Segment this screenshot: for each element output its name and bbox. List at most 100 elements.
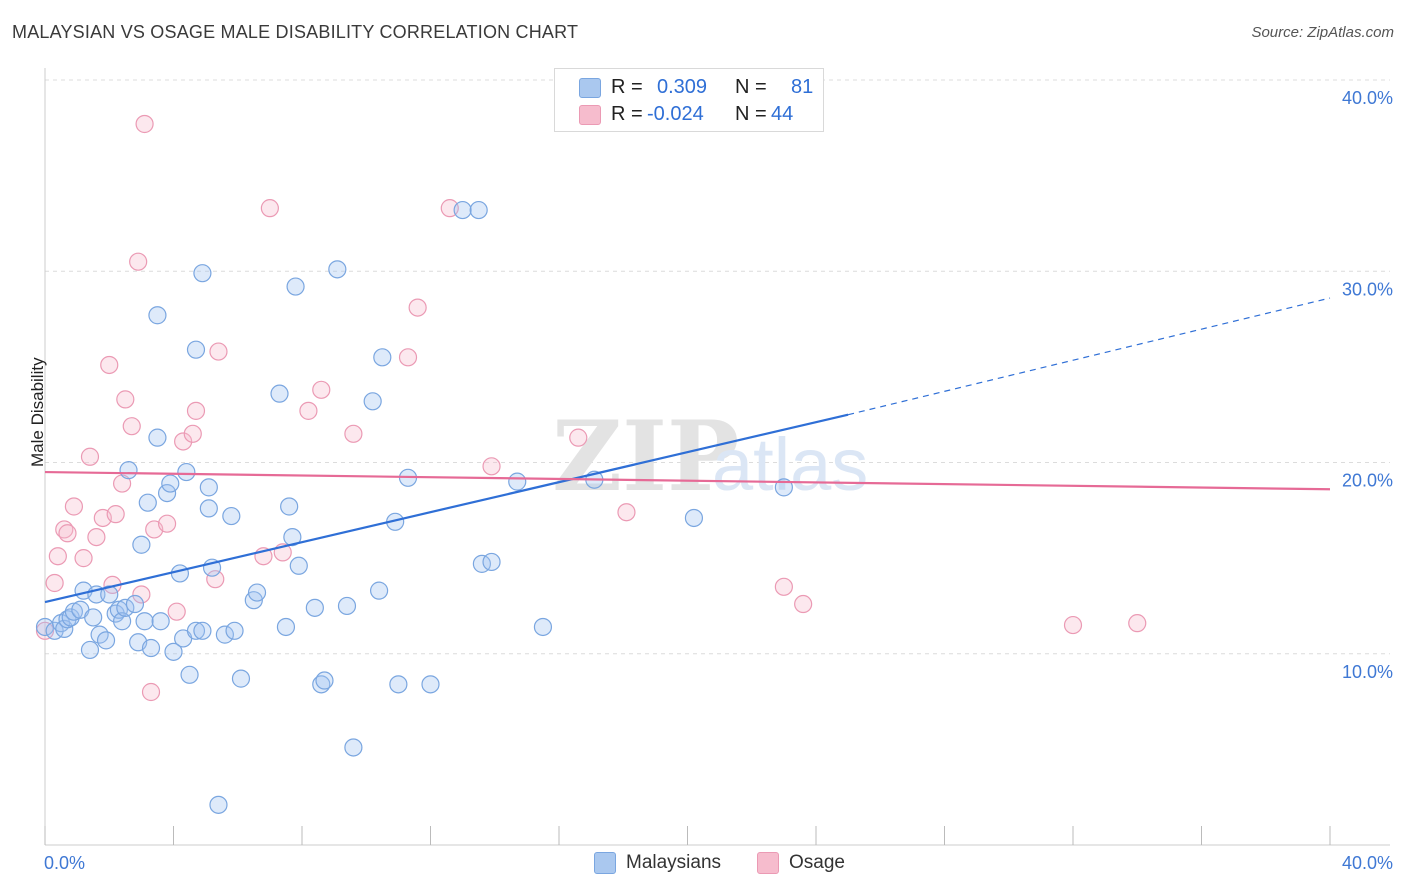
malaysian-point	[84, 608, 103, 627]
malaysian-point	[186, 340, 206, 359]
malaysian-point	[161, 474, 180, 493]
watermark: ZIP atlas	[552, 400, 868, 513]
osage-swatch	[579, 105, 601, 125]
malaysian-point	[64, 602, 84, 621]
osage-points	[35, 114, 1147, 702]
source-credit: Source: ZipAtlas.com	[1251, 24, 1394, 41]
r-value: 0.309	[657, 75, 708, 98]
malaysian-point	[199, 478, 218, 497]
osage-point	[122, 417, 141, 436]
osage-point	[186, 401, 206, 420]
n-label: N =	[735, 75, 767, 98]
watermark-zip: ZIP	[552, 400, 739, 513]
malaysian-point	[363, 392, 382, 411]
malaysian-trend-line	[44, 413, 849, 604]
malaysian-points	[35, 200, 793, 814]
y-tick-label: 20.0%	[1342, 471, 1393, 491]
malaysian-point	[482, 552, 501, 572]
malaysian-point	[215, 625, 234, 644]
osage-point	[87, 527, 106, 547]
osage-point	[408, 298, 427, 317]
malaysian-point	[247, 583, 267, 602]
osage-point	[74, 549, 93, 568]
malaysian-point	[305, 598, 324, 617]
r-label: R =	[611, 75, 643, 98]
osage-point	[482, 457, 501, 476]
osage-point	[116, 390, 135, 409]
malaysian-point	[148, 306, 167, 325]
malaysian-point	[199, 499, 218, 518]
osage-point	[299, 401, 318, 420]
legend-item-malaysians[interactable]: Malaysians	[594, 852, 721, 874]
malaysian-point	[328, 260, 347, 279]
osage-point	[774, 577, 793, 596]
malaysian-point	[61, 608, 80, 627]
osage-point	[132, 585, 151, 604]
malaysian-point	[508, 472, 527, 491]
trend-lines	[44, 297, 1331, 604]
osage-point	[167, 602, 186, 621]
osage-point	[58, 524, 77, 543]
y-tick-label: 40.0%	[1342, 88, 1393, 108]
malaysian-point	[164, 642, 183, 661]
osage-point	[157, 514, 177, 533]
x-tick-label: 0.0%	[44, 853, 85, 873]
grid-lines	[45, 79, 1390, 655]
malaysian-point	[132, 535, 151, 554]
malaysian-point	[337, 596, 357, 616]
malaysian-point	[283, 527, 302, 547]
malaysian-point	[138, 493, 157, 512]
malaysian-point	[222, 506, 241, 526]
stats-legend-box: R = 0.309 N = 81 R = -0.024 N = 44	[554, 68, 824, 132]
osage-point	[64, 497, 84, 516]
malaysian-point	[109, 600, 128, 619]
malaysian-point	[453, 200, 472, 220]
malaysian-point	[344, 738, 363, 757]
osage-point	[398, 348, 418, 367]
malaysian-point	[370, 581, 389, 600]
n-label: N =	[735, 102, 767, 125]
chart-title: MALAYSIAN VS OSAGE MALE DISABILITY CORRE…	[12, 22, 579, 42]
y-tick-label: 10.0%	[1342, 662, 1393, 682]
r-label: R =	[611, 102, 643, 125]
osage-point	[135, 114, 154, 134]
malaysian-point	[116, 598, 135, 617]
x-tick-label: 40.0%	[1342, 853, 1393, 873]
r-value: -0.024	[647, 102, 704, 125]
osage-point	[183, 424, 202, 443]
malaysian-point	[135, 612, 154, 631]
malaysian-point	[177, 462, 196, 482]
tick-labels: 10.0% 20.0% 30.0% 40.0% 0.0% 40.0%	[44, 88, 1393, 873]
osage-point	[617, 503, 636, 522]
osage-point	[100, 355, 119, 375]
osage-point	[35, 621, 55, 640]
osage-point	[209, 342, 228, 361]
y-axis-title: Male Disability	[28, 357, 47, 467]
osage-swatch	[757, 852, 779, 874]
malaysian-point	[180, 665, 199, 684]
malaysian-point	[373, 348, 392, 367]
malaysian-point	[533, 617, 553, 637]
osage-point	[1063, 615, 1083, 635]
osage-point	[344, 424, 363, 443]
malaysian-trend-extension	[847, 297, 1331, 416]
legend-label: Malaysians	[626, 852, 722, 873]
osage-point	[48, 547, 67, 566]
axes	[44, 68, 1390, 846]
malaysian-point	[289, 556, 308, 575]
malaysian-point	[55, 619, 74, 638]
legend-item-osage[interactable]: Osage	[757, 852, 845, 874]
malaysian-point	[315, 671, 334, 690]
n-value: 44	[771, 102, 794, 125]
malaysian-point	[170, 564, 190, 583]
malaysian-point	[469, 200, 488, 220]
osage-point	[206, 570, 225, 589]
malaysian-point	[80, 640, 100, 660]
malaysian-point	[421, 675, 440, 694]
malaysians-swatch	[579, 78, 601, 98]
malaysian-point	[225, 621, 244, 640]
malaysian-point	[186, 621, 206, 640]
malaysian-point	[100, 585, 119, 604]
malaysian-point	[193, 621, 212, 640]
malaysian-point	[286, 277, 305, 296]
